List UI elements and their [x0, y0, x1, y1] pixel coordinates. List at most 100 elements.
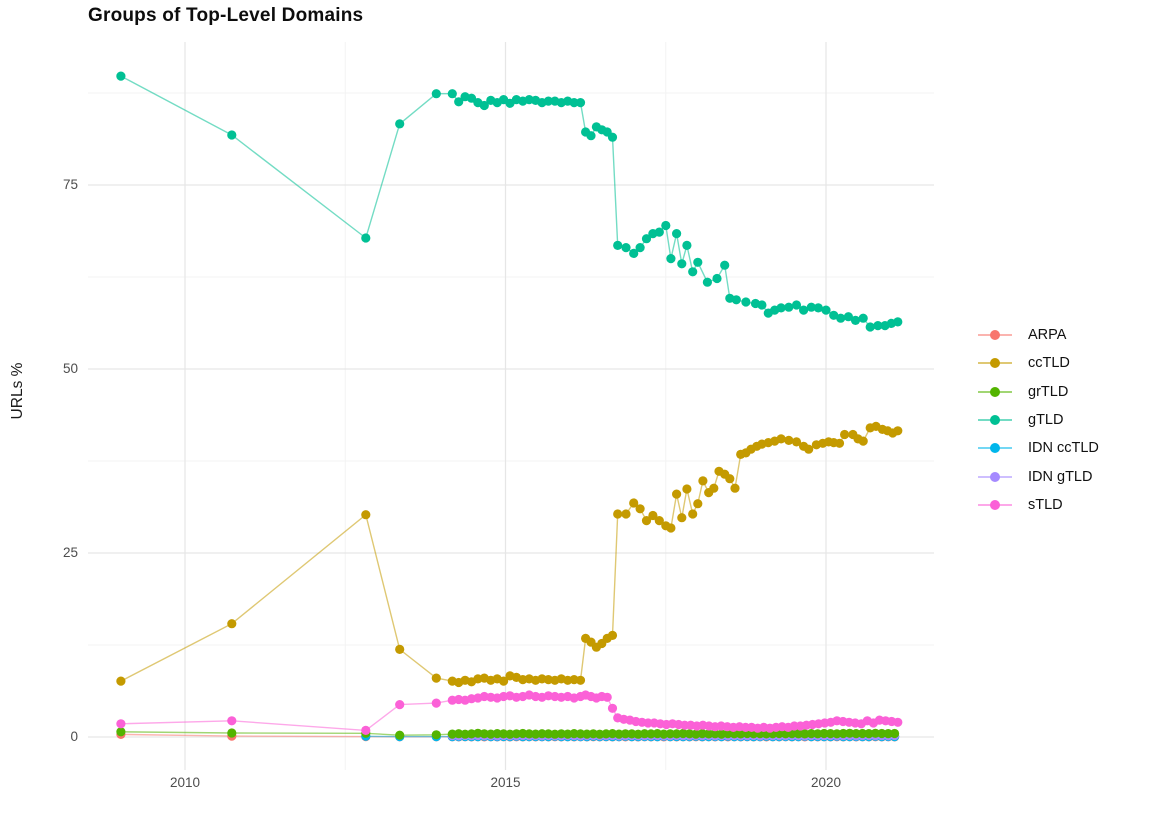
data-point — [704, 729, 714, 739]
data-point — [799, 305, 809, 315]
series-line — [120, 425, 899, 684]
data-point — [479, 100, 489, 111]
data-point — [586, 131, 596, 141]
data-point — [447, 89, 457, 99]
data-point — [466, 93, 477, 103]
y-tick-label-75: 75 — [62, 177, 78, 192]
data-point — [682, 240, 692, 250]
data-point — [635, 243, 645, 253]
legend-item-gTLD: gTLD — [978, 406, 1099, 434]
data-point — [607, 630, 618, 641]
y-axis-title: URLs % — [9, 362, 26, 420]
legend-item-IDN-ccTLD: IDN ccTLD — [978, 434, 1099, 462]
data-point — [607, 703, 618, 713]
data-point — [227, 619, 237, 629]
legend-key-icon — [978, 355, 1012, 371]
legend-label: gTLD — [1028, 412, 1064, 429]
data-point — [431, 698, 441, 708]
data-point — [851, 729, 861, 739]
legend-key-icon — [978, 497, 1012, 513]
data-point — [682, 484, 692, 494]
data-point — [575, 98, 586, 108]
series-grTLD — [116, 727, 900, 740]
data-point — [537, 729, 547, 739]
data-point — [672, 729, 682, 739]
legend-item-IDN-gTLD: IDN gTLD — [978, 462, 1099, 490]
data-point — [688, 509, 698, 519]
data-point — [825, 729, 836, 739]
minor-gridlines — [88, 42, 934, 770]
data-point — [877, 728, 887, 739]
y-tick-label-50: 50 — [62, 361, 78, 376]
data-point — [431, 673, 441, 683]
data-point — [806, 729, 816, 739]
data-point — [116, 719, 126, 729]
data-point — [838, 728, 848, 739]
data-point — [850, 315, 861, 325]
data-point — [454, 97, 464, 107]
data-point — [791, 437, 802, 447]
data-point — [730, 483, 740, 493]
data-point — [865, 322, 875, 332]
data-point — [621, 509, 631, 519]
data-point — [864, 729, 874, 739]
data-point — [395, 700, 405, 710]
data-point — [731, 295, 741, 305]
data-point — [784, 435, 794, 445]
data-point — [227, 728, 237, 738]
major-gridlines — [88, 42, 934, 770]
data-point — [793, 729, 804, 739]
data-point — [479, 729, 489, 739]
data-point — [672, 489, 682, 499]
series-ccTLD — [116, 421, 903, 688]
data-point — [813, 303, 823, 313]
data-point — [720, 260, 730, 270]
data-point — [227, 716, 237, 726]
data-point — [702, 277, 713, 287]
legend-key-icon — [978, 384, 1012, 400]
data-point — [677, 259, 687, 269]
data-point — [804, 444, 814, 454]
legend: ARPA ccTLD grTLD gTLD IDN ccTLD IDN gTLD sTLD — [978, 321, 1099, 519]
data-point — [607, 132, 618, 142]
data-point — [672, 229, 682, 239]
legend-label: sTLD — [1028, 496, 1063, 513]
data-point — [757, 300, 767, 310]
data-point — [725, 474, 735, 484]
data-point — [395, 730, 405, 740]
data-point — [640, 729, 650, 739]
data-point — [116, 71, 126, 81]
data-point — [840, 429, 850, 440]
data-point — [893, 317, 903, 327]
data-point — [395, 119, 405, 129]
data-point — [693, 499, 703, 509]
data-point — [857, 728, 868, 739]
data-point — [395, 644, 405, 655]
legend-key-icon — [978, 469, 1012, 485]
data-point — [543, 729, 554, 739]
data-point — [613, 240, 623, 250]
legend-item-ARPA: ARPA — [978, 321, 1099, 349]
data-point — [791, 300, 802, 310]
data-point — [641, 234, 652, 244]
data-point — [648, 510, 658, 521]
data-point — [843, 312, 854, 322]
data-point — [116, 676, 126, 686]
legend-item-sTLD: sTLD — [978, 491, 1099, 519]
chart-title: Groups of Top-Level Domains — [88, 5, 364, 26]
data-point — [654, 516, 664, 526]
data-point — [776, 434, 786, 444]
data-point — [741, 297, 751, 307]
data-point — [666, 523, 676, 533]
series-line — [120, 75, 898, 328]
data-point — [569, 98, 579, 108]
legend-label: grTLD — [1028, 383, 1069, 400]
x-tick-label-2010: 2010 — [169, 775, 201, 790]
data-point — [873, 321, 883, 331]
data-point — [654, 227, 664, 237]
data-point — [575, 675, 586, 685]
data-point — [736, 729, 746, 739]
x-tick-label-2015: 2015 — [490, 775, 521, 790]
data-point — [635, 504, 645, 514]
data-point — [819, 728, 829, 739]
